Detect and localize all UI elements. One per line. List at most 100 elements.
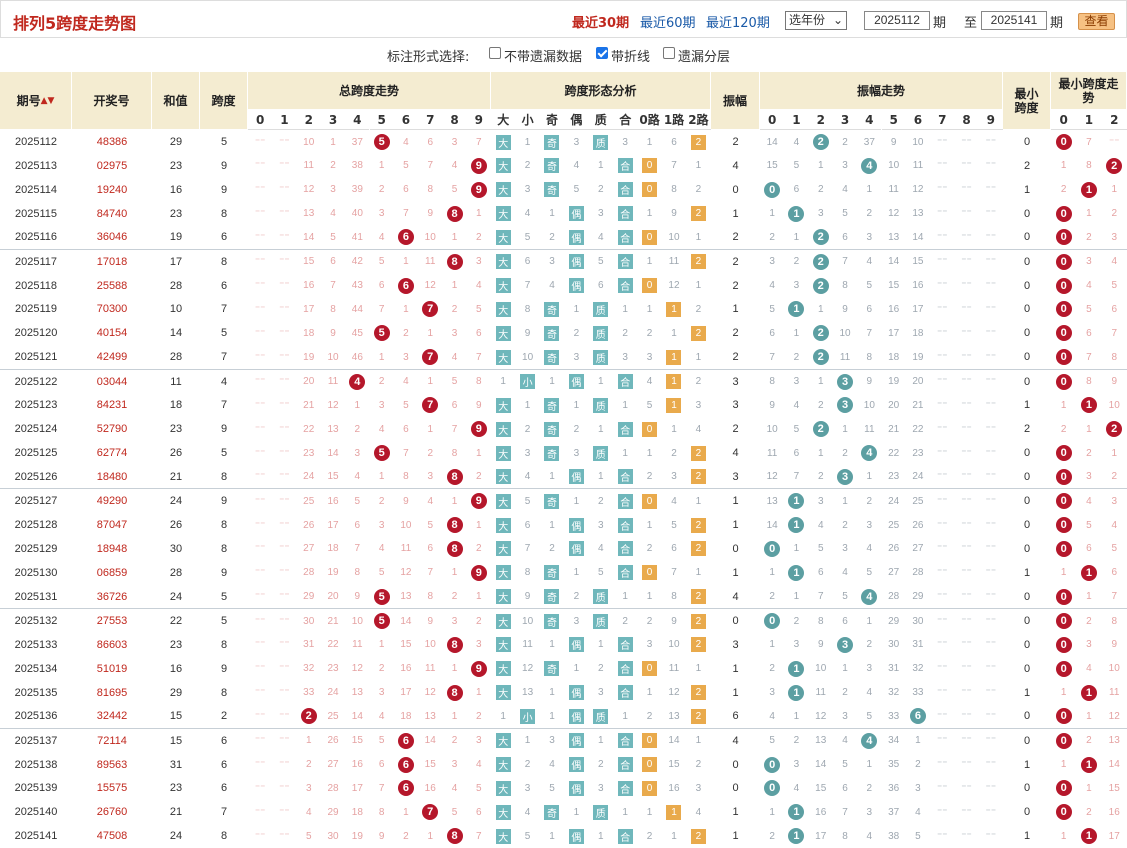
amp-missing: 5 — [817, 543, 824, 555]
span-ball-value: 9 — [470, 493, 487, 510]
shape-tag: 奇 — [540, 441, 564, 465]
sum-cell: 22 — [169, 615, 183, 627]
no-missing-checkbox[interactable] — [489, 47, 501, 59]
span-missing: ⁻⁻ — [254, 519, 266, 531]
amp-ball-value: 4 — [861, 588, 878, 605]
amp-missing: ⁻⁻ — [961, 543, 972, 555]
span-missing: 4 — [403, 376, 409, 387]
span-missing: 31 — [303, 639, 315, 651]
min-span-ball-value: 1 — [1080, 684, 1097, 701]
view-button[interactable]: 查看 — [1078, 13, 1115, 30]
shape-missing: 1 — [695, 735, 702, 747]
amp-missing: 3 — [793, 639, 800, 651]
sum-cell: 23 — [169, 423, 183, 436]
sum-cell: 28 — [169, 351, 183, 364]
amp-missing: ⁻⁻ — [985, 399, 997, 411]
shape-tag-label: 大 — [495, 206, 511, 222]
span-ball: 5 — [370, 130, 394, 154]
span-missing: 9 — [427, 615, 434, 627]
span-ball: 9 — [467, 417, 491, 441]
shape-tag-label: 合 — [617, 229, 633, 245]
min-span-missing: 3 — [1111, 495, 1118, 507]
amp-missing: ⁻⁻ — [936, 519, 948, 531]
shape-tag: 质 — [589, 585, 613, 609]
col-min-span-trend: 最小跨度走势 — [1051, 72, 1127, 110]
sum-cell: 23 — [169, 782, 183, 795]
span-missing: 3 — [476, 639, 482, 651]
year-select-label: 选年份 — [789, 13, 826, 27]
shape-tag: 大 — [491, 753, 515, 777]
shape-missing: 2 — [671, 447, 677, 459]
shape-missing: 1 — [500, 710, 506, 722]
period-cell: 2025116 — [14, 231, 57, 244]
period-cell: 2025126 — [14, 470, 58, 483]
shape-missing: 3 — [598, 687, 604, 699]
span-missing: 6 — [476, 327, 482, 339]
year-select[interactable]: 选年份 ⌄ — [785, 11, 847, 30]
shape-tag-label: 大 — [495, 661, 511, 677]
amp-ball: 2 — [809, 345, 833, 369]
recent-120-link[interactable]: 最近120期 — [706, 16, 770, 31]
recent-60-link[interactable]: 最近60期 — [640, 16, 696, 31]
period-cell: 2025118 — [14, 279, 57, 292]
amp-missing: 22 — [912, 423, 924, 435]
shape-tag: 大 — [491, 681, 515, 705]
amp-missing: 1 — [866, 615, 873, 627]
amp-missing: 18 — [912, 327, 924, 339]
period-cell: 2025133 — [14, 638, 58, 651]
display-options: 标注形式选择: 不带遗漏数据 带折线 遗漏分层 — [0, 44, 1127, 66]
with-line-checkbox[interactable] — [596, 47, 608, 59]
route-tag: 2 — [686, 633, 710, 657]
span-missing: 9 — [427, 208, 434, 220]
amp-missing: ⁻⁻ — [961, 495, 972, 507]
min-span-cell: 1 — [1023, 830, 1031, 843]
amp-missing: 31 — [912, 639, 924, 651]
amp-ball: 6 — [906, 704, 930, 728]
amp-cell: 0 — [732, 782, 739, 795]
sub-min-0: 0 — [1051, 110, 1077, 130]
missing-layer-checkbox[interactable] — [663, 47, 675, 59]
amp-missing: 16 — [912, 280, 924, 292]
span-missing: 19 — [327, 567, 339, 579]
amp-missing: 4 — [769, 710, 775, 722]
shape-missing: 1 — [695, 495, 702, 507]
amp-missing: 10 — [839, 327, 851, 339]
amp-missing: 1 — [817, 376, 824, 387]
shape-tag: 奇 — [540, 800, 564, 824]
period-cell: 2025119 — [14, 303, 57, 316]
span-missing: 1 — [427, 376, 434, 387]
span-missing: 5 — [403, 399, 409, 411]
amp-missing: ⁻⁻ — [936, 136, 948, 148]
amp-missing: 2 — [769, 663, 775, 675]
span-missing: 27 — [327, 759, 339, 771]
span-missing: ⁻⁻ — [279, 376, 290, 387]
sum-cell: 26 — [169, 447, 183, 460]
shape-missing: 1 — [549, 471, 555, 483]
span-missing: 3 — [354, 447, 361, 459]
shape-missing: 1 — [646, 806, 653, 818]
span-missing: 23 — [303, 447, 315, 459]
shape-missing: 3 — [646, 351, 653, 363]
amp-ball-value: 0 — [764, 181, 781, 198]
shape-tag-label: 大 — [495, 757, 511, 773]
shape-missing: 3 — [573, 351, 580, 363]
draw-number-cell: 86603 — [96, 638, 128, 651]
from-period-input[interactable]: 2025112 — [864, 11, 930, 30]
route-tag: 2 — [686, 681, 710, 705]
shape-tag-label: 合 — [617, 685, 633, 701]
col-period[interactable]: 期号 ▲▼ — [0, 72, 72, 130]
to-period-input[interactable]: 2025141 — [981, 11, 1047, 30]
amp-ball-value: 0 — [764, 540, 781, 557]
shape-missing: 2 — [695, 184, 702, 196]
amp-missing: 2 — [793, 615, 800, 627]
shape-tag-label: 质 — [593, 613, 609, 629]
draw-number-cell: 47508 — [96, 830, 128, 843]
shape-missing: 1 — [622, 447, 628, 459]
amp-missing: ⁻⁻ — [936, 567, 948, 579]
span-missing: 26 — [327, 735, 339, 747]
span-missing: 16 — [303, 280, 315, 292]
span-ball: 9 — [467, 178, 491, 202]
min-span-missing: 8 — [1111, 615, 1118, 627]
recent-30-link[interactable]: 最近30期 — [572, 16, 630, 31]
amp-missing: ⁻⁻ — [985, 184, 997, 196]
